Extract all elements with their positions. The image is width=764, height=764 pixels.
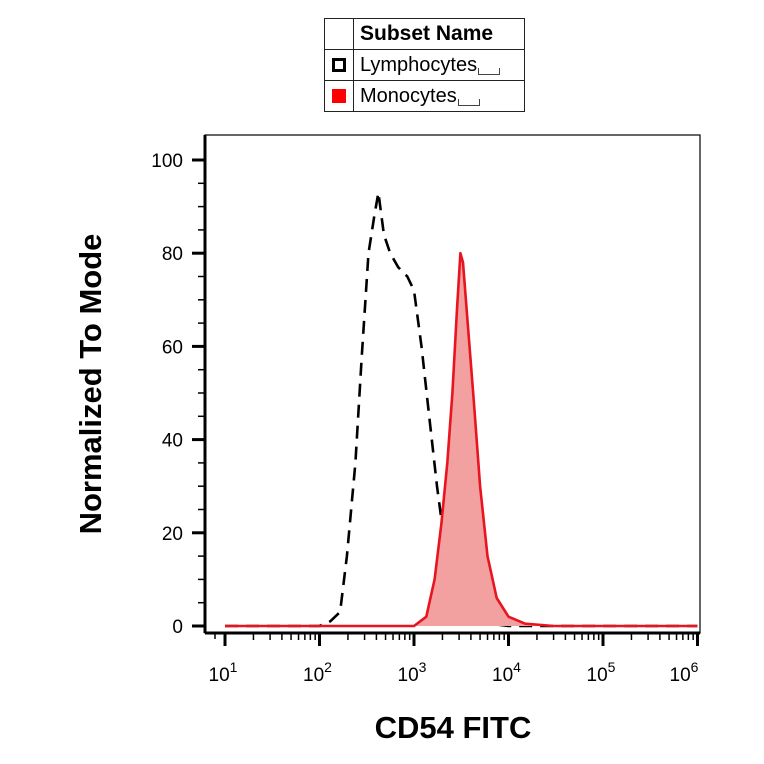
x-tick-exponent: 1 bbox=[230, 659, 238, 675]
x-tick-exponent: 6 bbox=[691, 659, 699, 675]
x-tick-base: 10 bbox=[670, 665, 691, 686]
series-fill-monocytes bbox=[225, 253, 698, 626]
series-line-lymphocytes bbox=[225, 191, 698, 628]
legend: Subset Name Lymphocytes Monocytes bbox=[324, 18, 525, 112]
y-tick-label: 80 bbox=[162, 244, 183, 265]
x-tick-label: 101 bbox=[209, 659, 238, 686]
legend-label-monocytes: Monocytes bbox=[360, 84, 457, 107]
y-tick-label: 20 bbox=[162, 524, 183, 545]
series-layer bbox=[225, 191, 698, 628]
legend-swatch-monocytes bbox=[332, 89, 346, 104]
legend-underline-lymphocytes bbox=[478, 67, 501, 75]
legend-item-monocytes: Monocytes bbox=[324, 80, 525, 112]
x-tick-label: 102 bbox=[303, 659, 332, 686]
x-tick-base: 10 bbox=[303, 665, 324, 686]
x-tick-label: 103 bbox=[398, 659, 427, 686]
x-tick-base: 10 bbox=[398, 665, 419, 686]
x-tick-base: 10 bbox=[587, 665, 608, 686]
x-tick-label: 106 bbox=[670, 659, 699, 686]
legend-underline-monocytes bbox=[457, 98, 480, 106]
x-axis: 101 102 103 104 105 106 bbox=[205, 631, 700, 686]
y-axis-title: Normalized To Mode bbox=[73, 234, 108, 535]
x-tick-base: 10 bbox=[492, 665, 513, 686]
y-tick-label: 0 bbox=[172, 617, 183, 638]
x-tick-label: 104 bbox=[492, 659, 521, 686]
y-axis: 0 20 40 60 80 100 bbox=[151, 135, 207, 638]
x-tick-exponent: 3 bbox=[419, 659, 427, 675]
x-tick-exponent: 2 bbox=[324, 659, 332, 675]
x-tick-exponent: 4 bbox=[513, 659, 521, 675]
x-tick-label: 105 bbox=[587, 659, 616, 686]
x-axis-title: CD54 FITC bbox=[375, 710, 532, 745]
y-tick-label: 100 bbox=[151, 151, 183, 172]
legend-label-lymphocytes: Lymphocytes bbox=[360, 53, 478, 76]
x-tick-exponent: 5 bbox=[608, 659, 616, 675]
y-tick-label: 60 bbox=[162, 337, 183, 358]
series-line-monocytes bbox=[225, 251, 698, 628]
x-tick-base: 10 bbox=[209, 665, 230, 686]
legend-swatch-lymphocytes bbox=[332, 58, 346, 73]
y-tick-label: 40 bbox=[162, 431, 183, 452]
